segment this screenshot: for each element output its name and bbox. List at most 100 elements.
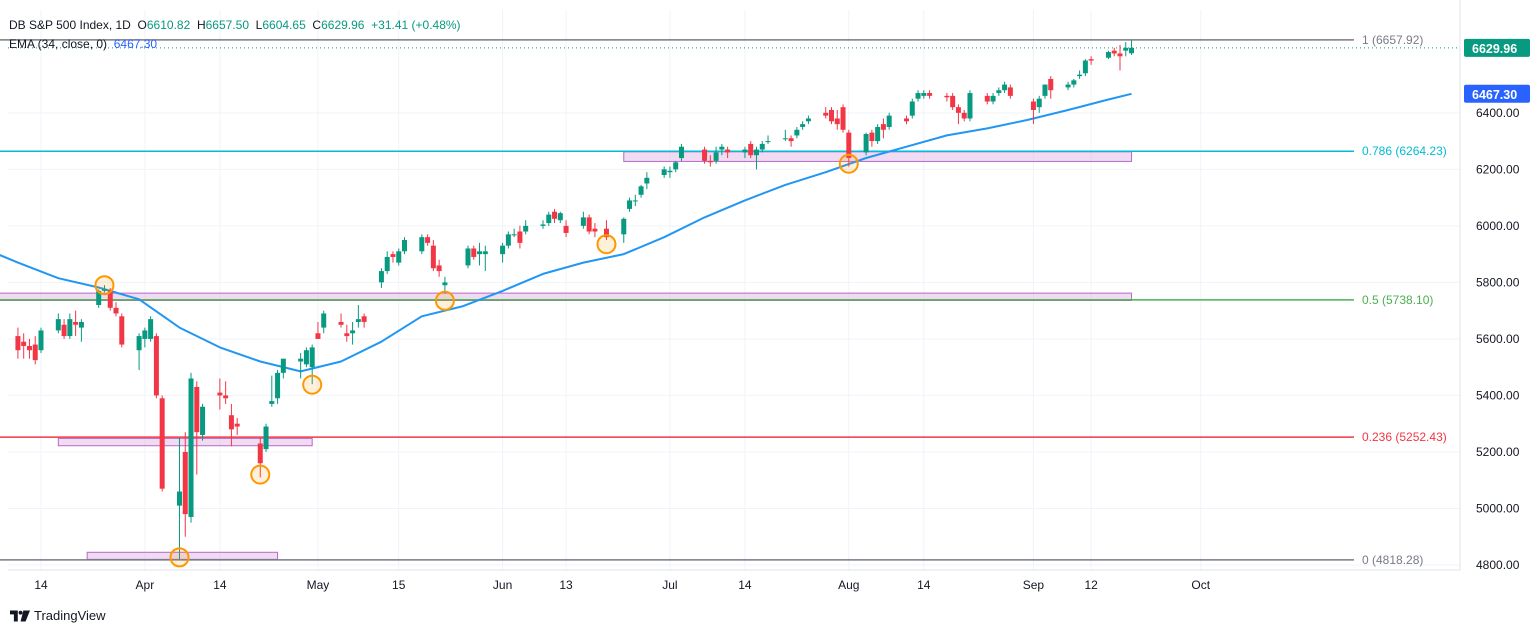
candle-body [846, 132, 852, 159]
candle [788, 135, 794, 147]
candle [805, 115, 811, 125]
candle-body [753, 149, 759, 156]
candle-body [875, 126, 881, 142]
chart-grid [8, 0, 1461, 571]
candle-body [1007, 87, 1013, 96]
candle [396, 248, 402, 266]
candle-body [667, 170, 673, 173]
candle [961, 110, 967, 122]
candle [915, 90, 921, 102]
candle-body [402, 240, 408, 252]
candle-body [603, 228, 609, 238]
tradingview-logo-icon [10, 609, 30, 622]
ema-legend[interactable]: EMA (34, close, 0) 6467.30 [9, 37, 157, 51]
candle-body [673, 162, 679, 170]
candle-body [788, 138, 794, 142]
candle-body [384, 256, 390, 272]
candle-body [1111, 50, 1117, 54]
candle [32, 336, 38, 365]
candle-body [557, 213, 563, 221]
candle [402, 237, 408, 255]
candle [834, 110, 840, 130]
candle [667, 166, 673, 178]
candle [707, 155, 713, 167]
candle [471, 245, 477, 260]
candle-body [904, 118, 909, 122]
brand-name: TradingView [34, 608, 106, 623]
candle-body [505, 234, 511, 246]
candle [119, 313, 125, 348]
ohlc-legend: DB S&P 500 Index, 1D O6610.82 H6657.50 L… [9, 18, 461, 32]
candle [563, 220, 569, 238]
candle [1042, 84, 1048, 99]
candle [904, 115, 909, 125]
candle-body [378, 271, 384, 283]
candle [182, 432, 188, 537]
candle [644, 172, 650, 190]
candle-body [707, 160, 713, 163]
candle-body [1077, 74, 1083, 77]
candle-body [1082, 60, 1088, 74]
candle [967, 90, 973, 122]
candle-body [176, 491, 182, 506]
time-axis[interactable]: 14 Apr 14 May 15 Jun 13 Jul 14 Aug 14 Sep 12 Oct [34, 578, 1210, 592]
time-tick-label: Sep [1023, 578, 1045, 592]
price-axis[interactable]: 4800.00 5000.00 5200.00 5400.00 5600.00 5800.… [1476, 106, 1520, 572]
candle-body [1042, 84, 1048, 96]
candle [1065, 81, 1071, 91]
candle-body [782, 138, 788, 140]
fib-label: 0.236 (5252.43) [1362, 430, 1447, 444]
candle [632, 194, 638, 207]
candle [482, 245, 488, 272]
candle [580, 211, 586, 229]
candle-body [523, 225, 529, 232]
low-label: L [255, 18, 263, 32]
candle [153, 333, 159, 399]
candle [1129, 40, 1135, 55]
candle-body [1088, 59, 1094, 61]
candle [15, 327, 21, 359]
candle-body [500, 245, 506, 255]
candle-body [113, 307, 119, 314]
candle-body [107, 290, 113, 308]
candle [355, 305, 361, 328]
touch-marker-circle [302, 374, 323, 395]
symbol-title[interactable]: DB S&P 500 Index, 1D [9, 18, 131, 32]
candle-body [200, 406, 206, 435]
candle [1123, 42, 1129, 57]
high-label: H [196, 18, 206, 32]
candle [234, 418, 240, 435]
candle [748, 141, 754, 159]
candle-body [188, 378, 194, 517]
candle [101, 285, 107, 293]
candle [540, 220, 546, 229]
ema-line [0, 92, 1132, 373]
close-label: C [312, 18, 322, 32]
time-tick-label: Apr [136, 578, 155, 592]
candle-body [344, 333, 350, 337]
candle [384, 251, 390, 274]
candle-body [425, 237, 431, 243]
candle [136, 333, 142, 370]
candle-body [794, 129, 800, 136]
candle-body [719, 146, 725, 150]
time-tick-label: Jul [662, 578, 677, 592]
candle [800, 121, 806, 130]
candle [880, 118, 886, 139]
candle [511, 228, 517, 238]
tradingview-brand[interactable]: TradingView [10, 608, 106, 623]
price-tick-label: 5000.00 [1476, 501, 1520, 515]
candle [477, 242, 483, 266]
candle-body [1036, 98, 1042, 108]
candle [26, 338, 32, 359]
candle-body [315, 333, 321, 339]
price-tick-label: 5800.00 [1476, 275, 1520, 289]
candle-body [159, 398, 165, 489]
high-value: 6657.50 [205, 18, 249, 32]
candle [765, 135, 771, 144]
candle [794, 126, 800, 139]
candle [1105, 50, 1111, 60]
candle [159, 395, 165, 492]
candle [350, 321, 356, 345]
